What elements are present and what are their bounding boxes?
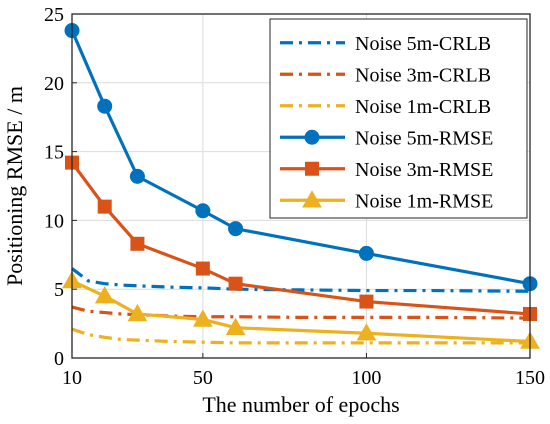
y-tick-label: 20 <box>44 73 64 95</box>
legend-label: Noise 5m-CRLB <box>355 33 491 55</box>
data-point <box>127 303 148 322</box>
legend: Noise 5m-CRLB Noise 3m-CRLB Noise 1m-CRLB N… <box>269 18 528 219</box>
legend-item: Noise 1m-CRLB <box>280 96 491 118</box>
tick-layer: 10 50 100 150 0 5 10 15 20 25 <box>44 4 545 389</box>
data-point <box>97 199 112 214</box>
y-tick-label: 0 <box>54 348 64 370</box>
data-point <box>195 203 211 219</box>
legend-box <box>269 18 528 219</box>
legend-item: Noise 3m-RMSE <box>280 159 493 181</box>
series-line <box>71 327 530 345</box>
legend-label: Noise 3m-CRLB <box>355 64 491 86</box>
series-layer <box>62 23 540 349</box>
legend-item: Noise 3m-CRLB <box>280 64 491 86</box>
x-axis-title: The number of epochs <box>202 392 399 417</box>
legend-marker <box>305 161 319 176</box>
data-point <box>130 236 145 251</box>
series-5 <box>62 270 540 349</box>
data-point <box>359 294 374 309</box>
data-point <box>358 245 374 261</box>
legend-item: Noise 1m-RMSE <box>280 190 493 212</box>
data-point <box>192 309 213 327</box>
legend-label: Noise 3m-RMSE <box>355 159 493 181</box>
x-tick-label: 50 <box>193 367 213 389</box>
data-point <box>195 261 210 276</box>
data-point <box>129 168 145 184</box>
legend-label: Noise 1m-CRLB <box>355 96 491 118</box>
data-point <box>228 276 243 291</box>
y-tick-label: 15 <box>44 142 64 164</box>
legend-label: Noise 5m-RMSE <box>355 127 493 149</box>
plot-frame <box>71 13 531 359</box>
legend-marker <box>302 190 322 208</box>
data-point <box>356 323 377 341</box>
x-tick-label: 150 <box>515 367 545 389</box>
data-point <box>97 98 113 114</box>
data-point <box>225 317 246 335</box>
y-tick-label: 25 <box>44 4 64 26</box>
legend-label: Noise 1m-RMSE <box>355 190 493 212</box>
y-axis-title: Positioning RMSE / m <box>2 86 27 286</box>
legend-marker <box>304 129 320 145</box>
legend-item: Noise 5m-RMSE <box>280 127 493 149</box>
data-point <box>94 286 115 304</box>
series-line <box>71 305 531 320</box>
series-0 <box>71 267 531 293</box>
x-tick-label: 10 <box>62 367 82 389</box>
x-tick-label: 100 <box>351 367 381 389</box>
series-1 <box>71 305 531 320</box>
legend-item: Noise 5m-CRLB <box>280 33 491 55</box>
series-2 <box>71 327 530 345</box>
data-point <box>228 221 244 237</box>
series-line <box>71 267 531 293</box>
y-tick-label: 5 <box>54 279 64 301</box>
y-tick-label: 10 <box>44 210 64 232</box>
